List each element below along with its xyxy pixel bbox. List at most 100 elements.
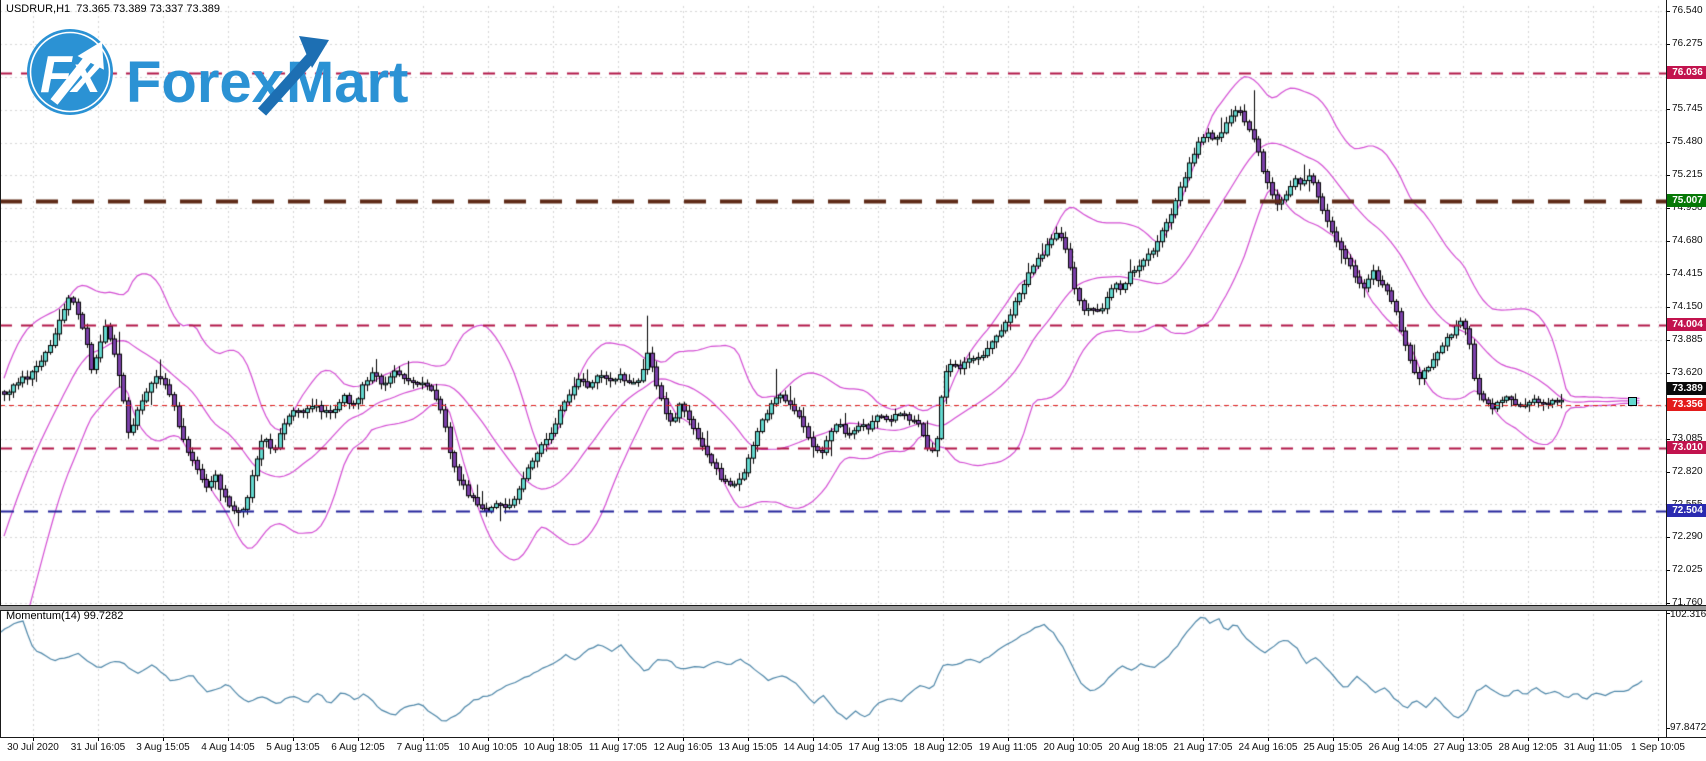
date-tick-label: 30 Jul 2020 — [7, 742, 59, 753]
price-level-label: 75.007 — [1667, 194, 1706, 207]
price-tickmark — [1666, 570, 1670, 571]
date-tick-label: 28 Aug 12:05 — [1498, 742, 1558, 753]
price-tickmark — [1666, 44, 1670, 45]
date-tick-label: 25 Aug 15:05 — [1303, 742, 1363, 753]
date-tick-label: 14 Aug 14:05 — [783, 742, 843, 753]
date-tick-label: 31 Aug 11:05 — [1563, 742, 1623, 753]
price-tick-label: 75.480 — [1672, 136, 1703, 147]
date-tick-label: 10 Aug 18:05 — [523, 742, 583, 753]
price-tick-label: 74.950 — [1672, 202, 1703, 213]
price-tickmark — [1666, 274, 1670, 275]
chart-left-border — [0, 0, 1, 737]
price-tick-label: 75.745 — [1672, 103, 1703, 114]
date-tick-label: 20 Aug 10:05 — [1043, 742, 1103, 753]
date-tick-label: 17 Aug 13:05 — [848, 742, 908, 753]
price-tick-label: 74.150 — [1672, 301, 1703, 312]
price-tick-label: 72.820 — [1672, 466, 1703, 477]
price-tickmark — [1666, 109, 1670, 110]
price-tickmark — [1666, 373, 1670, 374]
time-tickmark — [1333, 737, 1334, 741]
price-tick-label: 71.760 — [1672, 597, 1703, 608]
date-tick-label: 7 Aug 11:05 — [396, 742, 450, 753]
date-tick-label: 3 Aug 15:05 — [136, 742, 190, 753]
date-tick-label: 4 Aug 14:05 — [201, 742, 255, 753]
price-tickmark — [1666, 11, 1670, 12]
brand-name: ForexMart — [126, 50, 408, 115]
momentum-min-tickmark — [1666, 728, 1670, 729]
price-tickmark — [1666, 142, 1670, 143]
momentum-indicator-label: Momentum(14) 99.7282 — [6, 610, 124, 622]
date-tick-label: 6 Aug 12:05 — [331, 742, 385, 753]
price-tickmark — [1666, 340, 1670, 341]
date-tick-label: 10 Aug 10:05 — [458, 742, 518, 753]
time-tickmark — [228, 737, 229, 741]
price-tick-label: 74.415 — [1672, 268, 1703, 279]
price-level-label: 73.389 — [1667, 382, 1706, 395]
logo-circle-arrow-icon — [50, 41, 104, 105]
current-price-marker — [1628, 397, 1637, 406]
price-level-label: 73.356 — [1667, 398, 1706, 411]
time-tickmark — [878, 737, 879, 741]
price-tickmark — [1666, 537, 1670, 538]
momentum-max-tickmark — [1666, 613, 1670, 614]
price-tick-label: 76.275 — [1672, 38, 1703, 49]
momentum-indicator-canvas[interactable] — [0, 607, 1666, 737]
date-tick-label: 11 Aug 17:05 — [588, 742, 648, 753]
price-tick-label: 73.085 — [1672, 433, 1703, 444]
time-tickmark — [1658, 737, 1659, 741]
date-tick-label: 26 Aug 14:05 — [1368, 742, 1428, 753]
price-tick-label: 75.215 — [1672, 169, 1703, 180]
forexmart-logo: Fx ForexMart — [14, 16, 414, 128]
date-tick-label: 13 Aug 15:05 — [718, 742, 778, 753]
price-tick-label: 73.620 — [1672, 367, 1703, 378]
price-tickmark — [1666, 603, 1670, 604]
time-tickmark — [1008, 737, 1009, 741]
time-tickmark — [618, 737, 619, 741]
date-tick-label: 20 Aug 18:05 — [1108, 742, 1168, 753]
time-tickmark — [553, 737, 554, 741]
time-tickmark — [488, 737, 489, 741]
date-tick-label: 5 Aug 13:05 — [266, 742, 320, 753]
time-tickmark — [1593, 737, 1594, 741]
time-tickmark — [163, 737, 164, 741]
brand-arrow-icon — [257, 36, 329, 116]
momentum-max-label: 102.3164 — [1670, 609, 1706, 620]
time-tickmark — [943, 737, 944, 741]
symbol-ohlc-readout: USDRUR,H1 73.365 73.389 73.337 73.389 — [6, 3, 221, 15]
time-tickmark — [683, 737, 684, 741]
time-tickmark — [1528, 737, 1529, 741]
time-tickmark — [1138, 737, 1139, 741]
time-tickmark — [293, 737, 294, 741]
price-tick-label: 72.025 — [1672, 564, 1703, 575]
date-tick-label: 1 Sep 10:05 — [1631, 742, 1685, 753]
time-tickmark — [1268, 737, 1269, 741]
price-tickmark — [1666, 439, 1670, 440]
price-axis-border — [1666, 0, 1667, 737]
time-tickmark — [748, 737, 749, 741]
price-tickmark — [1666, 307, 1670, 308]
date-tick-label: 19 Aug 11:05 — [978, 742, 1038, 753]
panel-separator[interactable] — [0, 605, 1706, 611]
price-tick-label: 76.540 — [1672, 5, 1703, 16]
date-tick-label: 12 Aug 16:05 — [653, 742, 713, 753]
price-tick-label: 74.680 — [1672, 235, 1703, 246]
date-tick-label: 18 Aug 12:05 — [913, 742, 973, 753]
price-level-label: 72.504 — [1667, 504, 1706, 517]
time-tickmark — [1073, 737, 1074, 741]
price-tickmark — [1666, 175, 1670, 176]
time-tickmark — [98, 737, 99, 741]
forexmart-logo-graphic: Fx ForexMart — [27, 29, 408, 116]
date-tick-label: 21 Aug 17:05 — [1173, 742, 1233, 753]
time-tickmark — [33, 737, 34, 741]
price-tick-label: 72.290 — [1672, 531, 1703, 542]
price-level-label: 76.036 — [1667, 66, 1706, 79]
time-tickmark — [423, 737, 424, 741]
price-tickmark — [1666, 241, 1670, 242]
time-tickmark — [1203, 737, 1204, 741]
time-tickmark — [1463, 737, 1464, 741]
time-tickmark — [358, 737, 359, 741]
date-tick-label: 24 Aug 16:05 — [1238, 742, 1298, 753]
chart-bottom-border — [0, 737, 1706, 738]
date-tick-label: 31 Jul 16:05 — [70, 742, 126, 753]
